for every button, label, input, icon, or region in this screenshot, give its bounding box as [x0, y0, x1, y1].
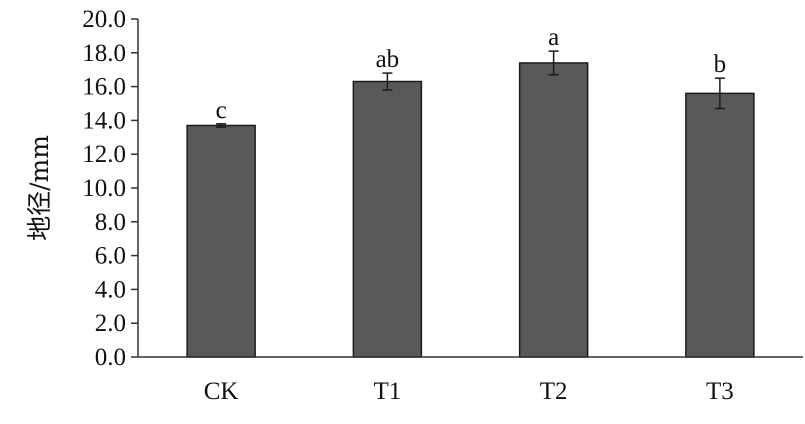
y-tick-label: 14.0	[82, 107, 126, 134]
y-axis-title: 地径/mm	[25, 135, 54, 241]
significance-label-t1: ab	[376, 46, 400, 73]
y-axis-ticks: 0.0 2.0 4.0 6.0 8.0 10.0 12.0 14.0 16.0 18.0 20.0	[82, 6, 138, 371]
y-tick-label: 12.0	[82, 141, 126, 168]
y-tick-label: 18.0	[82, 40, 126, 67]
category-label-t3: T3	[706, 378, 734, 405]
bar-t1	[352, 80, 423, 358]
y-tick-label: 16.0	[82, 74, 126, 101]
error-bars	[216, 50, 725, 128]
category-label-ck: CK	[204, 378, 239, 405]
error-bar-t2	[548, 50, 559, 76]
bars	[186, 62, 755, 358]
category-label-t2: T2	[540, 378, 568, 405]
category-label-t1: T1	[373, 378, 401, 405]
y-tick-label: 8.0	[95, 209, 126, 236]
y-tick-label: 20.0	[82, 6, 126, 33]
error-bar-t1	[382, 72, 393, 91]
significance-label-t3: b	[714, 51, 727, 78]
error-bar-t3	[714, 77, 725, 110]
y-tick-label: 0.0	[95, 344, 126, 371]
error-bar-ck	[216, 123, 227, 128]
significance-label-t2: a	[548, 24, 559, 51]
bar-t3	[685, 92, 755, 358]
y-tick-label: 6.0	[95, 243, 126, 270]
bar-t2	[518, 62, 589, 358]
bar-ck	[186, 124, 256, 358]
category-labels: CK T1 T2 T3	[204, 378, 734, 405]
y-tick-label: 4.0	[95, 276, 126, 303]
y-tick-label: 2.0	[95, 310, 126, 337]
y-tick-label: 10.0	[82, 175, 126, 202]
significance-label-ck: c	[216, 97, 227, 124]
